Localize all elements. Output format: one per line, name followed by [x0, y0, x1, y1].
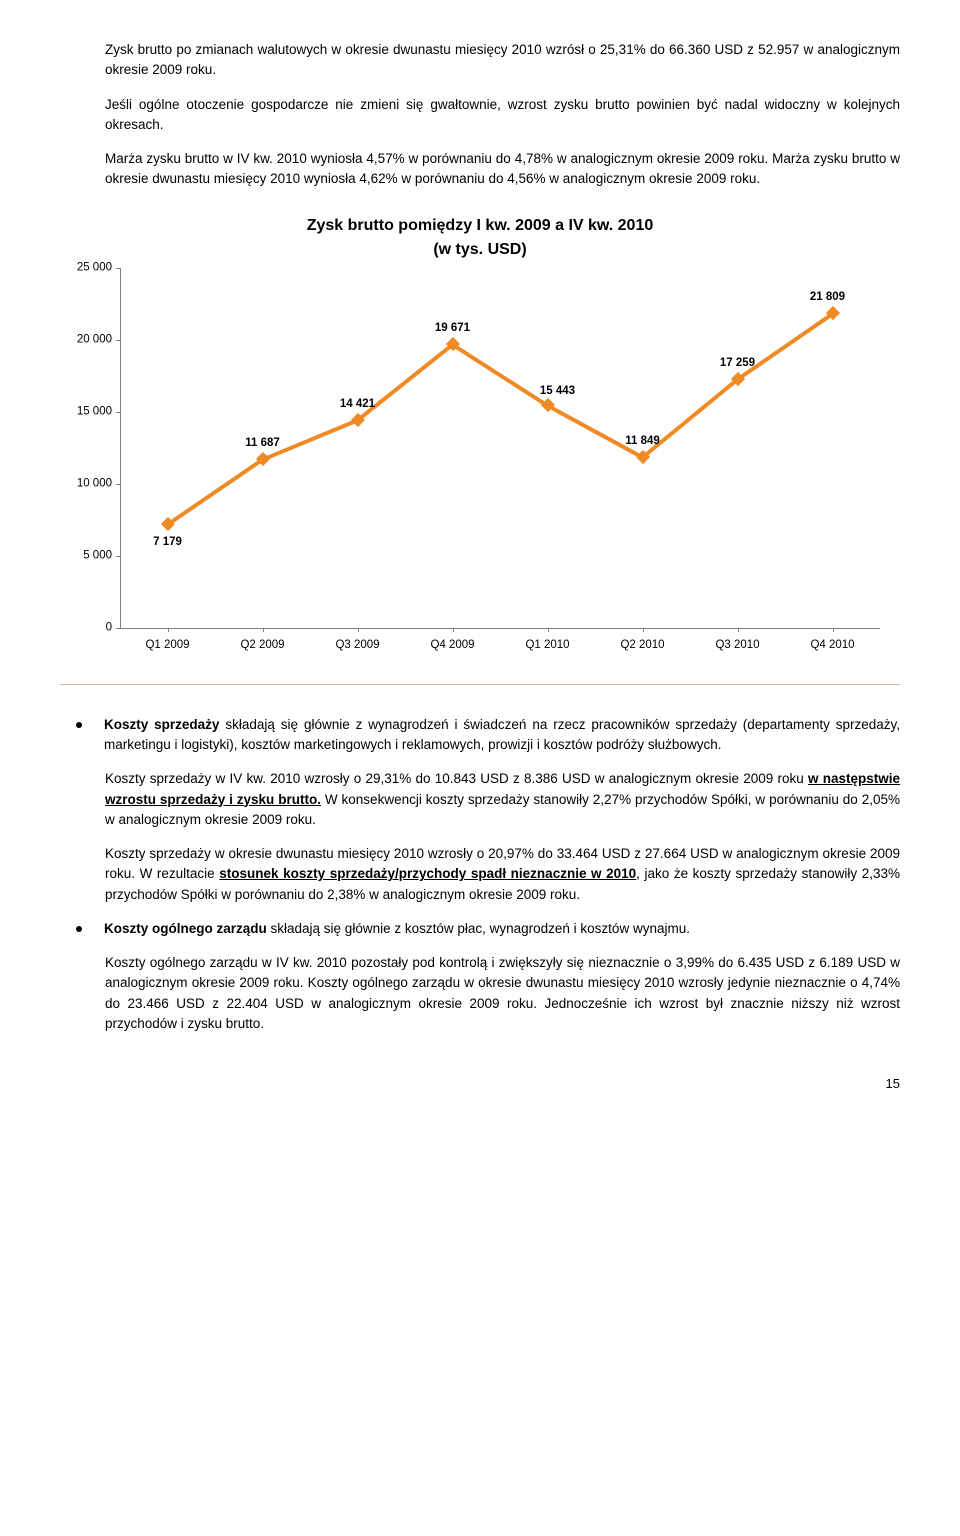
chart-line-svg: [120, 268, 880, 628]
y-tick-label: 5 000: [83, 547, 112, 564]
chart-value-label: 11 687: [245, 435, 280, 452]
para4-a: Koszty sprzedaży w IV kw. 2010 wzrosły o…: [105, 771, 808, 786]
paragraph-3: Marża zysku brutto w IV kw. 2010 wyniosł…: [105, 149, 900, 190]
chart-value-label: 14 421: [340, 396, 375, 413]
chart-container: Zysk brutto pomiędzy I kw. 2009 a IV kw.…: [60, 214, 900, 685]
x-tick-label: Q3 2009: [310, 637, 405, 654]
chart-value-label: 11 849: [625, 433, 660, 450]
x-tick-label: Q2 2009: [215, 637, 310, 654]
x-tick-label: Q3 2010: [690, 637, 785, 654]
chart-value-label: 7 179: [153, 534, 182, 551]
chart-title-line1: Zysk brutto pomiędzy I kw. 2009 a IV kw.…: [307, 217, 654, 234]
y-tick-label: 15 000: [77, 403, 112, 420]
bullet-2-rest: składają się głównie z kosztów płac, wyn…: [267, 921, 690, 936]
x-tick-label: Q1 2009: [120, 637, 215, 654]
bullet-1-bold: Koszty sprzedaży: [104, 717, 219, 732]
chart-value-label: 21 809: [810, 289, 845, 306]
paragraph-2: Jeśli ogólne otoczenie gospodarcze nie z…: [105, 95, 900, 136]
paragraph-6: Koszty ogólnego zarządu w IV kw. 2010 po…: [105, 953, 900, 1034]
bullet-1-rest: składają się głównie z wynagrodzeń i świ…: [104, 717, 900, 752]
y-tick-label: 20 000: [77, 331, 112, 348]
chart-value-label: 19 671: [435, 320, 470, 337]
chart-value-label: 15 443: [540, 383, 575, 400]
y-tick-label: 25 000: [77, 259, 112, 276]
chart-title: Zysk brutto pomiędzy I kw. 2009 a IV kw.…: [60, 214, 900, 262]
para5-underline: stosunek koszty sprzedaży/przychody spad…: [219, 866, 636, 881]
bullet-item-2: Koszty ogólnego zarządu składają się głó…: [60, 919, 900, 939]
x-tick-label: Q2 2010: [595, 637, 690, 654]
paragraph-4: Koszty sprzedaży w IV kw. 2010 wzrosły o…: [105, 769, 900, 830]
paragraph-5: Koszty sprzedaży w okresie dwunastu mies…: [105, 844, 900, 905]
bullet-dot-icon: [76, 722, 82, 728]
chart-value-label: 17 259: [720, 355, 755, 372]
bullet-item-1: Koszty sprzedaży składają się głównie z …: [60, 715, 900, 756]
x-axis-labels: Q1 2009Q2 2009Q3 2009Q4 2009Q1 2010Q2 20…: [120, 637, 880, 654]
chart-title-line2: (w tys. USD): [433, 241, 526, 258]
paragraph-1: Zysk brutto po zmianach walutowych w okr…: [105, 40, 900, 81]
x-tick-label: Q4 2009: [405, 637, 500, 654]
x-tick-label: Q4 2010: [785, 637, 880, 654]
y-tick-label: 0: [106, 619, 112, 636]
chart-area: 05 00010 00015 00020 00025 000 7 17911 6…: [120, 268, 880, 629]
x-tick-label: Q1 2010: [500, 637, 595, 654]
page-number: 15: [60, 1074, 900, 1094]
y-axis: 05 00010 00015 00020 00025 000: [68, 268, 118, 628]
bullet-2-bold: Koszty ogólnego zarządu: [104, 921, 267, 936]
bullet-dot-icon: [76, 926, 82, 932]
y-tick-label: 10 000: [77, 475, 112, 492]
